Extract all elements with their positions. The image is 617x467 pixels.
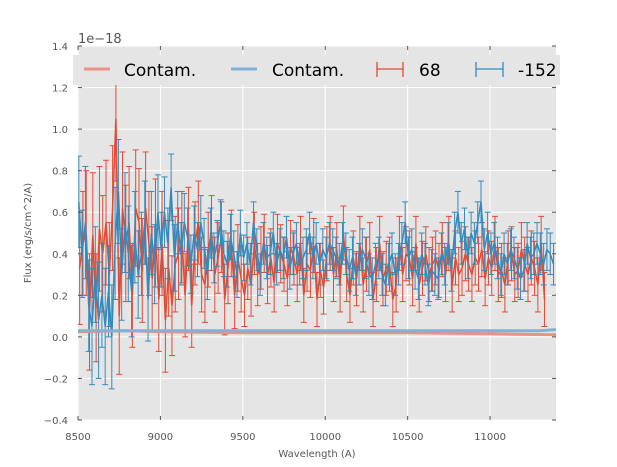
x-tick-label: 10000 bbox=[309, 432, 341, 443]
series-layer bbox=[78, 55, 556, 390]
y-tick-label: 0.0 bbox=[52, 333, 68, 344]
x-tick-label: 11000 bbox=[474, 432, 506, 443]
x-tick-label: 9500 bbox=[230, 432, 255, 443]
y-tick-label: 0.4 bbox=[52, 250, 68, 261]
legend: Contam. Contam. 68 -152 bbox=[73, 55, 560, 85]
x-tick-label: 9000 bbox=[148, 432, 173, 443]
legend-frame bbox=[73, 55, 560, 85]
y-tick-label: 0.6 bbox=[52, 208, 68, 219]
spectrum-minus152-series bbox=[78, 139, 556, 390]
x-axis-label: Wavelength (A) bbox=[278, 449, 355, 460]
y-tick-label: 0.2 bbox=[52, 291, 68, 302]
legend-label-contam-red: Contam. bbox=[124, 61, 196, 81]
y-tick-label: −0.4 bbox=[44, 416, 68, 427]
legend-label-minus152: -152 bbox=[518, 61, 557, 81]
legend-label-68: 68 bbox=[419, 61, 441, 81]
legend-label-contam-blue: Contam. bbox=[272, 61, 344, 81]
y-offset-label: 1e−18 bbox=[78, 32, 122, 47]
spectrum-minus152-line bbox=[78, 187, 555, 337]
legend-swatch-68 bbox=[376, 62, 404, 77]
y-axis-label: Flux (erg/s/cm^2/A) bbox=[23, 183, 34, 283]
y-tick-label: 1.0 bbox=[52, 125, 68, 136]
y-tick-label: 0.8 bbox=[52, 167, 68, 178]
x-tick-label: 8500 bbox=[65, 432, 90, 443]
spectrum-68-line bbox=[78, 118, 546, 321]
y-tick-label: −0.2 bbox=[44, 374, 68, 385]
legend-swatch-minus152 bbox=[475, 62, 504, 77]
axis-ticks: −0.4 −0.2 0.0 0.2 0.4 0.6 0.8 1.0 1.2 1.4 8500 9000… bbox=[44, 42, 556, 443]
contam-blue-line bbox=[78, 328, 556, 333]
y-tick-label: 1.2 bbox=[52, 84, 68, 95]
x-tick-label: 10500 bbox=[392, 432, 424, 443]
y-tick-label: 1.4 bbox=[52, 42, 68, 53]
